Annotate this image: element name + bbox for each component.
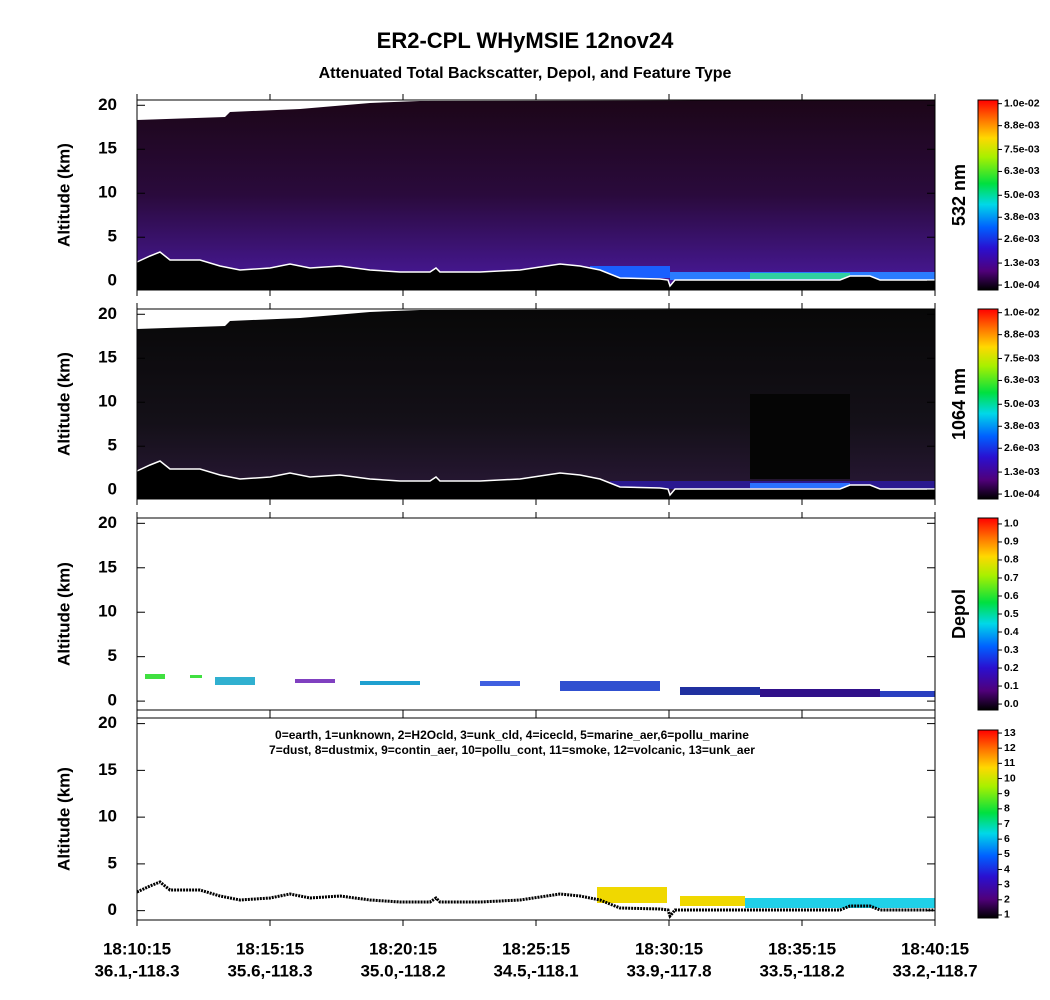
x-tick-label: 18:20:15 bbox=[369, 939, 437, 958]
colorbar-tick-label: 1.3e-03 bbox=[1004, 466, 1040, 478]
y-tick-label: 0 bbox=[108, 900, 117, 919]
colorbar-tick-label: 1.0e-02 bbox=[1004, 306, 1040, 318]
subtitle: Attenuated Total Backscatter, Depol, and… bbox=[319, 65, 732, 82]
y-axis-label: Altitude (km) bbox=[54, 143, 73, 247]
colorbar-tick-label: 0.9 bbox=[1004, 536, 1019, 548]
colorbar-tick-label: 3.8e-03 bbox=[1004, 420, 1040, 432]
curtain-532 bbox=[136, 100, 936, 290]
colorbar-tick-label: 3.8e-03 bbox=[1004, 211, 1040, 223]
depol-curtain bbox=[145, 674, 935, 697]
x-tick-sublabel: 35.0,-118.2 bbox=[360, 961, 445, 980]
y-tick-label: 15 bbox=[98, 760, 117, 779]
colorbar bbox=[977, 99, 999, 291]
y-tick-label: 0 bbox=[108, 271, 117, 290]
annotation: 0=earth, 1=unknown, 2=H2Ocld, 3=unk_cld,… bbox=[275, 728, 749, 742]
y-tick-label: 5 bbox=[108, 436, 117, 455]
x-tick-sublabel: 35.6,-118.3 bbox=[227, 961, 312, 980]
colorbar-tick-label: 1.3e-03 bbox=[1004, 257, 1040, 269]
colorbar-tick-label: 1.0e-04 bbox=[1004, 488, 1040, 500]
colorbar-tick-label: 10 bbox=[1004, 772, 1016, 784]
y-tick-label: 10 bbox=[98, 183, 117, 202]
y-axis-label: Altitude (km) bbox=[54, 562, 73, 666]
colorbar-tick-label: 8 bbox=[1004, 803, 1010, 815]
colorbar-tick-label: 1 bbox=[1004, 909, 1010, 921]
plot-frame bbox=[136, 517, 936, 711]
x-tick-sublabel: 33.5,-118.2 bbox=[759, 961, 844, 980]
y-tick-label: 5 bbox=[108, 853, 117, 872]
colorbar-label: 1064 nm bbox=[949, 368, 969, 440]
colorbar-tick-label: 13 bbox=[1004, 727, 1016, 739]
colorbar-tick-label: 0.3 bbox=[1004, 644, 1019, 656]
colorbar-tick-label: 11 bbox=[1004, 757, 1015, 769]
x-tick-label: 18:25:15 bbox=[502, 939, 570, 958]
y-tick-label: 10 bbox=[98, 807, 117, 826]
colorbar-tick-label: 5 bbox=[1004, 848, 1010, 860]
colorbar-tick-label: 12 bbox=[1004, 742, 1016, 754]
colorbar-tick-label: 1.0e-02 bbox=[1004, 97, 1040, 109]
y-tick-label: 5 bbox=[108, 227, 117, 246]
feature-curtain bbox=[135, 880, 937, 918]
colorbar-tick-label: 2 bbox=[1004, 894, 1010, 906]
colorbar-tick-label: 0.2 bbox=[1004, 662, 1019, 674]
y-tick-label: 10 bbox=[98, 602, 117, 621]
colorbar-tick-label: 2.6e-03 bbox=[1004, 233, 1040, 245]
x-tick-label: 18:40:15 bbox=[901, 939, 969, 958]
x-tick-label: 18:15:15 bbox=[236, 939, 304, 958]
x-tick-sublabel: 33.2,-118.7 bbox=[892, 961, 977, 980]
x-tick-label: 18:30:15 bbox=[635, 939, 703, 958]
colorbar-tick-label: 8.8e-03 bbox=[1004, 328, 1040, 340]
y-tick-label: 15 bbox=[98, 139, 117, 158]
colorbar-tick-label: 7.5e-03 bbox=[1004, 352, 1040, 364]
y-axis-label: Altitude (km) bbox=[54, 767, 73, 871]
colorbar-tick-label: 6.3e-03 bbox=[1004, 374, 1040, 386]
colorbar-label: Depol bbox=[949, 589, 969, 639]
colorbar bbox=[977, 729, 999, 919]
y-tick-label: 15 bbox=[98, 557, 117, 576]
y-tick-label: 15 bbox=[98, 348, 117, 367]
colorbar-tick-label: 0.6 bbox=[1004, 590, 1019, 602]
colorbar-tick-label: 5.0e-03 bbox=[1004, 398, 1040, 410]
x-tick-sublabel: 36.1,-118.3 bbox=[94, 961, 179, 980]
colorbar-tick-label: 0.0 bbox=[1004, 698, 1019, 710]
title: ER2-CPL WHyMSIE 12nov24 bbox=[377, 28, 674, 53]
colorbar-tick-label: 6 bbox=[1004, 833, 1010, 845]
y-tick-label: 0 bbox=[108, 691, 117, 710]
colorbar-tick-label: 0.4 bbox=[1004, 626, 1019, 638]
y-tick-label: 20 bbox=[98, 513, 117, 532]
x-tick-label: 18:10:15 bbox=[103, 939, 171, 958]
y-axis-label: Altitude (km) bbox=[54, 352, 73, 456]
x-tick-label: 18:35:15 bbox=[768, 939, 836, 958]
colorbar-tick-label: 6.3e-03 bbox=[1004, 165, 1040, 177]
colorbar-tick-label: 2.6e-03 bbox=[1004, 442, 1040, 454]
colorbar-tick-label: 0.5 bbox=[1004, 608, 1019, 620]
colorbar-tick-label: 4 bbox=[1004, 863, 1010, 875]
colorbar-tick-label: 7 bbox=[1004, 818, 1010, 830]
curtain-1064 bbox=[136, 309, 936, 499]
y-tick-label: 20 bbox=[98, 95, 117, 114]
colorbar-tick-label: 0.8 bbox=[1004, 554, 1019, 566]
colorbar-tick-label: 3 bbox=[1004, 878, 1010, 890]
y-tick-label: 5 bbox=[108, 646, 117, 665]
y-tick-label: 20 bbox=[98, 713, 117, 732]
annotation: 7=dust, 8=dustmix, 9=contin_aer, 10=poll… bbox=[269, 743, 755, 757]
colorbar-tick-label: 0.7 bbox=[1004, 572, 1019, 584]
y-tick-label: 10 bbox=[98, 392, 117, 411]
colorbar bbox=[977, 517, 999, 711]
x-tick-sublabel: 33.9,-117.8 bbox=[626, 961, 711, 980]
colorbar-tick-label: 1.0 bbox=[1004, 518, 1019, 530]
colorbar bbox=[977, 308, 999, 500]
colorbar-tick-label: 7.5e-03 bbox=[1004, 143, 1040, 155]
y-tick-label: 0 bbox=[108, 480, 117, 499]
colorbar-label: 532 nm bbox=[949, 164, 969, 226]
colorbar-tick-label: 1.0e-04 bbox=[1004, 279, 1040, 291]
colorbar-tick-label: 9 bbox=[1004, 787, 1010, 799]
colorbar-tick-label: 8.8e-03 bbox=[1004, 119, 1040, 131]
y-tick-label: 20 bbox=[98, 304, 117, 323]
colorbar-tick-label: 0.1 bbox=[1004, 680, 1019, 692]
colorbar-tick-label: 5.0e-03 bbox=[1004, 189, 1040, 201]
x-tick-sublabel: 34.5,-118.1 bbox=[493, 961, 578, 980]
